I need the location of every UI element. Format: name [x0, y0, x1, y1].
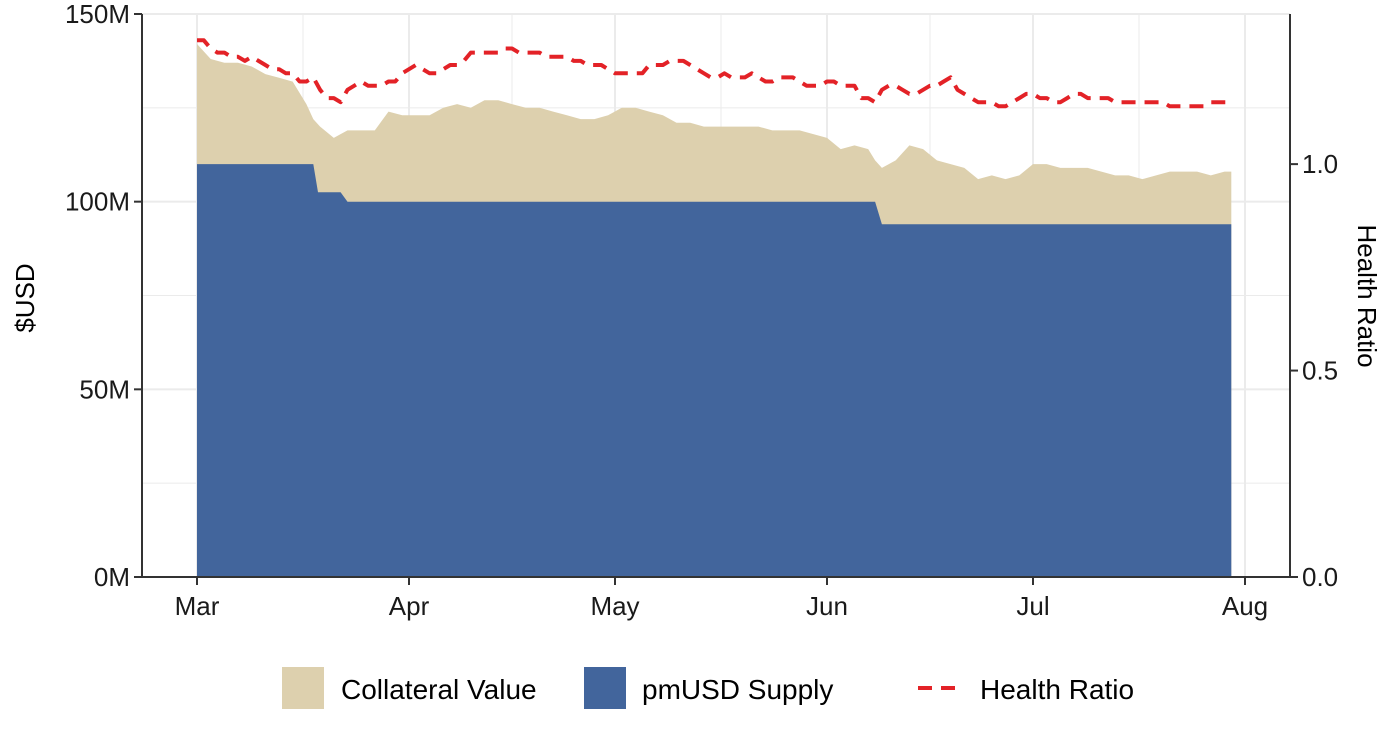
legend-label-collateral-value: Collateral Value [341, 674, 537, 705]
x-tick-label-5: Aug [1222, 591, 1268, 621]
legend-swatch-pmusd-supply [584, 667, 626, 709]
legend: Collateral Value pmUSD Supply Health Rat… [282, 667, 1134, 709]
y-left-tick-label-0: 0M [94, 562, 130, 592]
legend-swatch-collateral-value [282, 667, 324, 709]
y-left-tick-label-2: 100M [65, 187, 130, 217]
line-series [197, 38, 1232, 109]
y-right-tick-label-1: 0.5 [1302, 356, 1338, 386]
x-tick-label-4: Jul [1016, 591, 1049, 621]
y-right-axis-title: Health Ratio [1352, 224, 1382, 367]
pmusd-supply-area [197, 164, 1232, 577]
x-tick-label-0: Mar [175, 591, 220, 621]
y-left-tick-label-3: 150M [65, 0, 130, 29]
y-left-axis-title: $USD [10, 263, 40, 332]
x-tick-label-3: Jun [806, 591, 848, 621]
x-tick-label-2: May [590, 591, 639, 621]
y-right-tick-label-0: 0.0 [1302, 562, 1338, 592]
x-tick-label-1: Apr [389, 591, 430, 621]
area-series [197, 44, 1232, 577]
y-left-tick-label-1: 50M [79, 374, 130, 404]
legend-label-health-ratio: Health Ratio [980, 674, 1134, 705]
health-ratio-line [197, 38, 1232, 109]
axes: 0M 50M 100M 150M 0.0 0.5 1.0 Mar Apr May Jun Jul Aug [65, 0, 1338, 621]
legend-label-pmusd-supply: pmUSD Supply [642, 674, 833, 705]
y-right-tick-label-2: 1.0 [1302, 149, 1338, 179]
